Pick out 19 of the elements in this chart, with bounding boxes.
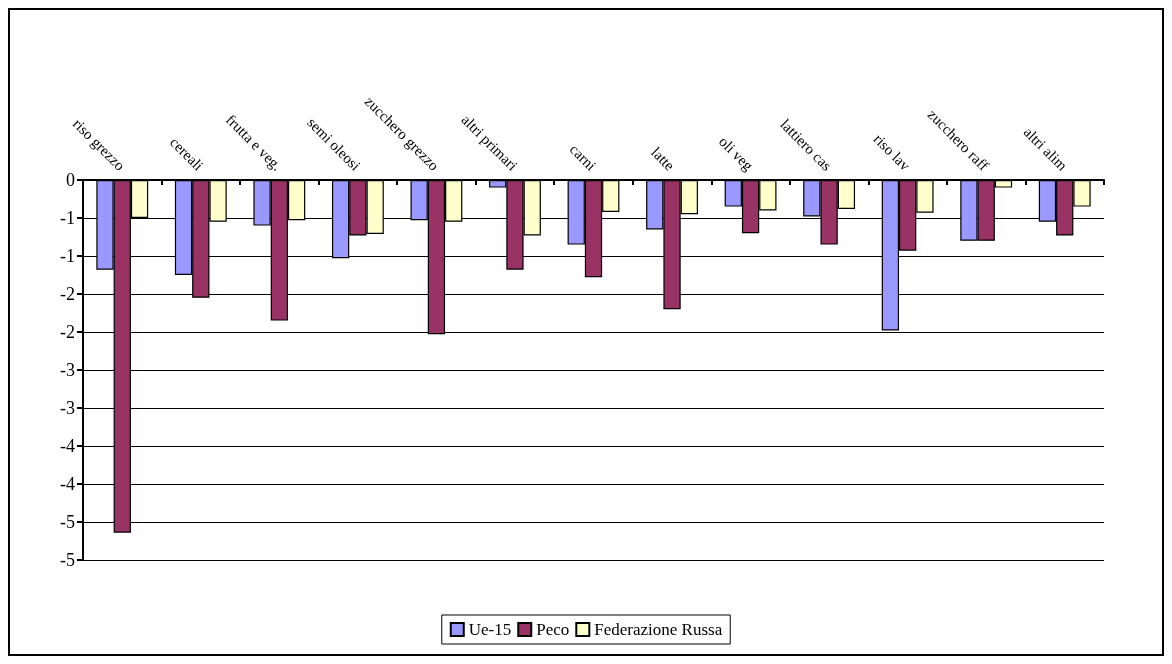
x-tick-label: carni [566, 141, 600, 174]
y-tick-label: -3 [60, 360, 75, 380]
legend-label: Federazione Russa [594, 620, 723, 639]
y-tick-label: -4 [60, 474, 75, 494]
y-tick-label: -1 [60, 208, 75, 228]
y-tick-label: -5 [60, 512, 75, 532]
y-tick-label: -5 [60, 550, 75, 570]
x-tick-label: oli veg [715, 133, 757, 175]
y-tick-label: 0 [66, 170, 75, 190]
x-tick-label: altri alim [1020, 123, 1071, 174]
y-tick-label: -4 [60, 436, 75, 456]
legend-label: Peco [536, 620, 570, 639]
y-tick-label: -2 [60, 322, 75, 342]
y-tick-label: -2 [60, 284, 75, 304]
x-tick-label: latte [648, 144, 678, 174]
y-tick-label: -3 [60, 398, 75, 418]
x-tick-label: riso lav [870, 130, 914, 175]
legend-label: Ue-15 [468, 620, 512, 639]
y-tick-label: -1 [60, 246, 75, 266]
